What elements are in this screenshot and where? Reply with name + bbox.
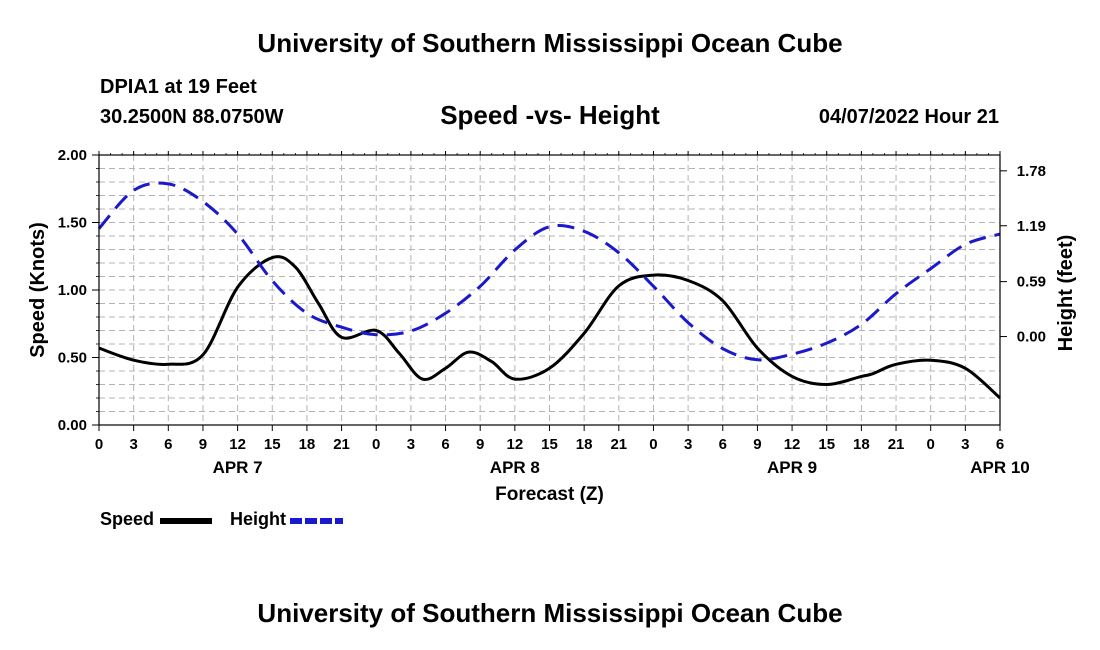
x-tick-label: 18 (576, 436, 593, 453)
x-tick-label: 15 (541, 436, 558, 453)
x-tick-label: 0 (927, 436, 935, 453)
x-tick-label: 3 (407, 436, 415, 453)
height-series-line (97, 181, 1001, 362)
date-label: APR 8 (490, 458, 540, 477)
x-tick-label: 18 (853, 436, 870, 453)
x-tick-label: 0 (95, 436, 103, 453)
x-tick-label: 18 (299, 436, 316, 453)
x-tick-label: 12 (229, 436, 246, 453)
coordinates-label: 30.2500N 88.0750W (100, 106, 284, 128)
x-tick-label: 21 (888, 436, 905, 453)
x-tick-label: 3 (129, 436, 137, 453)
date-label: APR 10 (970, 458, 1030, 477)
x-tick-label: 9 (199, 436, 207, 453)
y2-axis-title: Height (feet) (1055, 235, 1077, 352)
y2-tick-label: 1.19 (1017, 218, 1046, 235)
footer-title: University of Southern Mississippi Ocean… (257, 598, 843, 628)
y2-tick-label: 1.78 (1017, 163, 1046, 180)
y-tick-label: 0.00 (58, 417, 87, 434)
x-tick-label: 9 (753, 436, 761, 453)
y-tick-label: 2.00 (58, 147, 87, 164)
x-tick-label: 3 (961, 436, 969, 453)
x-tick-label: 21 (610, 436, 627, 453)
x-axis-title: Forecast (Z) (495, 484, 604, 505)
x-tick-label: 6 (164, 436, 172, 453)
chart-title: Speed -vs- Height (440, 100, 660, 130)
y-tick-label: 0.50 (58, 350, 87, 367)
x-tick-label: 6 (441, 436, 449, 453)
x-tick-label: 3 (684, 436, 692, 453)
x-tick-label: 12 (507, 436, 524, 453)
x-tick-label: 15 (264, 436, 281, 453)
series-layer (97, 181, 1001, 400)
speed-series-line (98, 255, 1001, 400)
x-tick-label: 21 (333, 436, 350, 453)
date-label: APR 9 (767, 458, 817, 477)
x-tick-label: 0 (372, 436, 380, 453)
axes: 0 3 6 9 12 15 18 21 0 3 6 9 12 15 18 21 0 3 6 9 12 15 18 21 0 3 6 A… (27, 147, 1077, 505)
y-axis-title: Speed (Knots) (27, 222, 49, 358)
x-tick-label: 15 (818, 436, 835, 453)
x-tick-label: 9 (476, 436, 484, 453)
legend-speed-label: Speed (100, 509, 155, 529)
x-tick-label: 6 (996, 436, 1004, 453)
datetime-label: 04/07/2022 Hour 21 (818, 106, 999, 128)
y2-tick-label: 0.59 (1017, 274, 1046, 291)
legend-height-label: Height (230, 509, 286, 529)
y2-tick-label: 0.00 (1017, 329, 1046, 346)
x-tick-label: 12 (784, 436, 801, 453)
y-tick-label: 1.00 (58, 282, 87, 299)
y-tick-label: 1.50 (58, 215, 87, 232)
date-label: APR 7 (213, 458, 263, 477)
page-title: University of Southern Mississippi Ocean… (257, 28, 843, 58)
x-tick-label: 0 (649, 436, 657, 453)
station-label: DPIA1 at 19 Feet (100, 76, 257, 98)
x-tick-label: 6 (719, 436, 727, 453)
